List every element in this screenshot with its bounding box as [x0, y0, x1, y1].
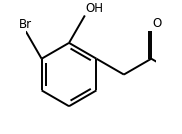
Text: OH: OH	[86, 2, 104, 15]
Text: Br: Br	[19, 18, 32, 31]
Text: O: O	[152, 17, 162, 30]
